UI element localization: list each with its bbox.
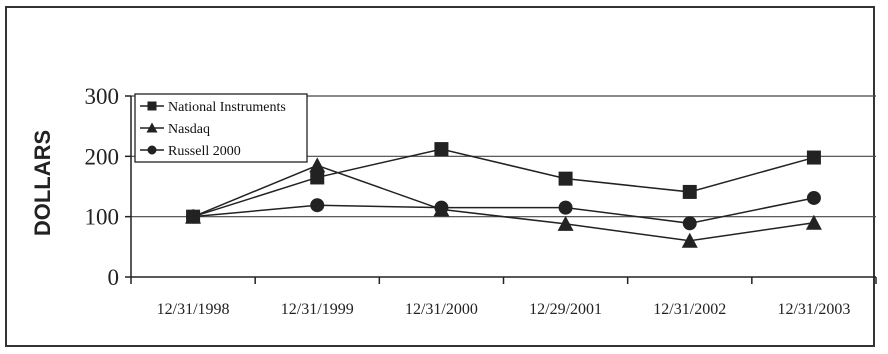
point-national-instruments-6 bbox=[806, 150, 821, 165]
legend-marker-russell-2000 bbox=[147, 145, 157, 155]
point-russell-2000-5 bbox=[682, 216, 697, 231]
series-line-national-instruments bbox=[192, 148, 815, 218]
point-nasdaq-6 bbox=[805, 214, 822, 230]
series-russell-2000 bbox=[186, 190, 821, 231]
x-tick-label-2: 12/31/1999 bbox=[281, 301, 354, 318]
point-national-instruments-2 bbox=[310, 170, 325, 185]
point-russell-2000-1 bbox=[186, 209, 201, 224]
point-national-instruments-5 bbox=[682, 184, 697, 199]
y-tick-label-0: 0 bbox=[108, 265, 120, 290]
x-tick-label-5: 12/31/2002 bbox=[653, 301, 726, 318]
point-nasdaq-2 bbox=[309, 157, 326, 173]
legend: National Instruments Nasdaq Russell 2000 bbox=[134, 93, 308, 163]
x-tick-label-3: 12/31/2000 bbox=[405, 301, 478, 318]
y-tick-label-200: 200 bbox=[85, 144, 120, 169]
y-tick-label-100: 100 bbox=[85, 205, 120, 230]
point-national-instruments-4 bbox=[558, 171, 573, 186]
point-russell-2000-6 bbox=[806, 190, 821, 205]
x-tick-label-4: 12/29/2001 bbox=[529, 301, 602, 318]
legend-marker-national-instruments bbox=[147, 101, 157, 111]
legend-label-national-instruments: National Instruments bbox=[168, 100, 286, 115]
series-line-russell-2000 bbox=[193, 197, 815, 225]
legend-label-russell-2000: Russell 2000 bbox=[168, 144, 241, 159]
axes bbox=[125, 95, 877, 284]
x-tick-labels: 12/31/1998 12/31/1999 12/31/2000 12/29/2001… bbox=[157, 301, 851, 318]
point-national-instruments-3 bbox=[434, 142, 449, 157]
point-russell-2000-2 bbox=[310, 198, 325, 213]
x-tick-label-1: 12/31/1998 bbox=[157, 301, 230, 318]
point-nasdaq-5 bbox=[681, 232, 698, 248]
y-tick-labels: 0 100 200 300 bbox=[85, 84, 120, 290]
series-group bbox=[185, 142, 822, 248]
point-russell-2000-4 bbox=[558, 200, 573, 215]
x-tick-label-6: 12/31/2003 bbox=[777, 301, 850, 318]
y-axis-label: DOLLARS bbox=[30, 130, 55, 236]
legend-label-nasdaq: Nasdaq bbox=[168, 122, 210, 137]
y-tick-label-300: 300 bbox=[85, 84, 120, 109]
chart-frame bbox=[5, 6, 875, 347]
series-nasdaq bbox=[185, 157, 822, 248]
point-nasdaq-4 bbox=[557, 215, 574, 231]
legend-marker-nasdaq bbox=[146, 122, 158, 133]
series-line-nasdaq bbox=[192, 164, 815, 242]
point-russell-2000-3 bbox=[434, 200, 449, 215]
